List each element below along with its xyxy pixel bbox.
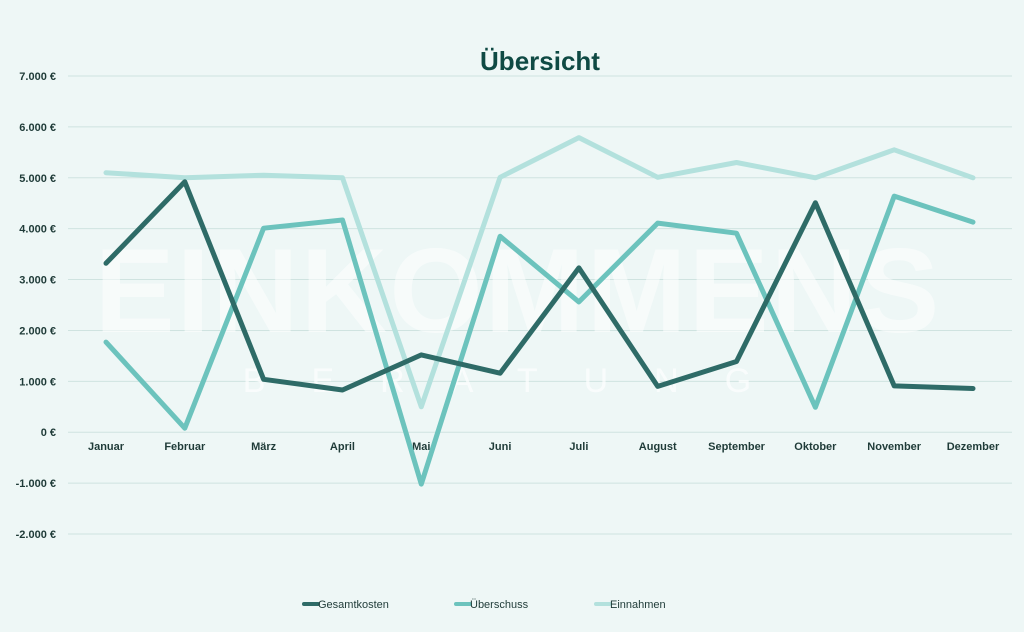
legend: Gesamtkosten Überschuss Einnahmen	[302, 599, 666, 611]
x-category-label: Oktober	[794, 441, 837, 453]
legend-label: Einnahmen	[610, 599, 666, 611]
y-tick-label: 6.000 €	[19, 122, 56, 134]
x-category-label: April	[330, 441, 355, 453]
legend-item: Überschuss	[454, 599, 529, 611]
x-category-label: Juli	[569, 441, 588, 453]
y-tick-label: 7.000 €	[19, 71, 56, 83]
legend-item: Einnahmen	[594, 599, 666, 611]
x-category-label: November	[867, 441, 922, 453]
x-category-label: Dezember	[947, 441, 1000, 453]
y-tick-label: 0 €	[41, 427, 56, 439]
y-tick-label: 1.000 €	[19, 376, 56, 388]
y-tick-label: 2.000 €	[19, 325, 56, 337]
x-category-label: September	[708, 441, 766, 453]
watermark-main-text: EINKOMMENS	[95, 224, 942, 358]
y-tick-label: 4.000 €	[19, 224, 56, 236]
x-axis-categories: Januar Februar März April Mai Juni Juli August S…	[88, 441, 1000, 453]
x-category-label: März	[251, 441, 277, 453]
y-tick-label: 3.000 €	[19, 275, 56, 287]
legend-label: Gesamtkosten	[318, 599, 389, 611]
chart-title: Übersicht	[480, 46, 600, 76]
watermark-sub-text: BERATUNG	[243, 362, 797, 400]
series-line-überschuss	[103, 193, 976, 487]
y-tick-label: -1.000 €	[16, 478, 56, 490]
y-axis-ticks: 7.000 € 6.000 € 5.000 € 4.000 € 3.000 € 2.000…	[16, 71, 56, 541]
x-category-label: August	[639, 441, 677, 453]
x-category-label: Juni	[489, 441, 512, 453]
legend-item: Gesamtkosten	[302, 599, 389, 611]
legend-label: Überschuss	[470, 599, 529, 611]
y-tick-label: 5.000 €	[19, 173, 56, 185]
series-lines	[103, 135, 976, 487]
series-line-gesamtkosten	[103, 179, 976, 393]
y-tick-label: -2.000 €	[16, 529, 56, 541]
x-category-label: Januar	[88, 441, 125, 453]
watermark: EINKOMMENS BERATUNG	[95, 224, 942, 400]
x-category-label: Februar	[164, 441, 206, 453]
x-category-label: Mai	[412, 441, 430, 453]
series-line-einnahmen	[103, 135, 976, 410]
